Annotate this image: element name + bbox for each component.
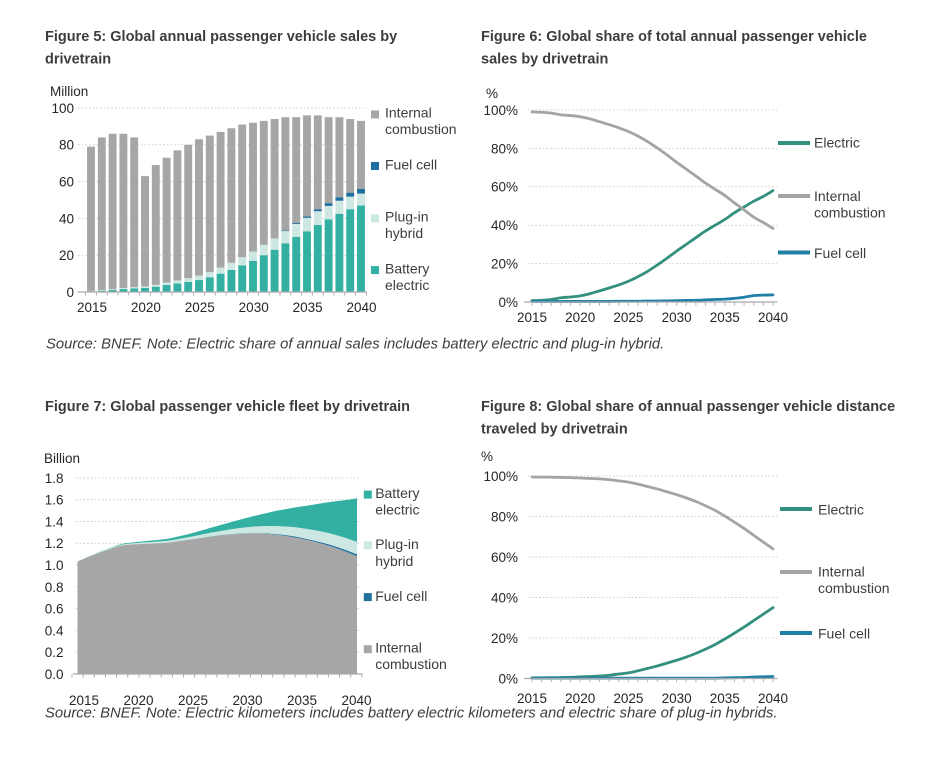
svg-text:40: 40 bbox=[59, 211, 74, 226]
svg-text:2015: 2015 bbox=[77, 300, 107, 315]
svg-text:Internal: Internal bbox=[375, 639, 422, 655]
svg-text:40%: 40% bbox=[491, 218, 518, 233]
svg-text:%: % bbox=[486, 86, 498, 101]
svg-text:Plug-in: Plug-in bbox=[385, 209, 429, 225]
svg-text:hybrid: hybrid bbox=[385, 225, 423, 241]
svg-text:0.8: 0.8 bbox=[45, 580, 64, 595]
svg-text:0.2: 0.2 bbox=[45, 645, 64, 660]
svg-text:20: 20 bbox=[59, 248, 74, 263]
svg-text:combustion: combustion bbox=[375, 656, 447, 672]
svg-text:Battery: Battery bbox=[375, 485, 419, 501]
svg-text:traveled by drivetrain: traveled by drivetrain bbox=[481, 422, 628, 438]
svg-text:Fuel cell: Fuel cell bbox=[375, 588, 427, 604]
svg-text:60%: 60% bbox=[491, 180, 518, 195]
svg-text:Fuel cell: Fuel cell bbox=[818, 625, 870, 641]
svg-text:sales by drivetrain: sales by drivetrain bbox=[481, 52, 608, 68]
svg-text:drivetrain: drivetrain bbox=[45, 52, 111, 68]
svg-text:electric: electric bbox=[375, 501, 419, 517]
svg-text:Internal: Internal bbox=[385, 105, 432, 121]
svg-text:2040: 2040 bbox=[758, 310, 788, 325]
svg-text:Fuel cell: Fuel cell bbox=[814, 245, 866, 261]
svg-text:0.0: 0.0 bbox=[45, 667, 64, 682]
svg-text:Source: BNEF. Note: Electric k: Source: BNEF. Note: Electric kilometers … bbox=[45, 706, 777, 722]
svg-text:Fuel cell: Fuel cell bbox=[385, 156, 437, 172]
svg-text:Figure 6: Global share of tota: Figure 6: Global share of total annual p… bbox=[481, 29, 867, 45]
svg-text:0%: 0% bbox=[498, 295, 518, 310]
svg-text:hybrid: hybrid bbox=[375, 553, 413, 569]
svg-text:2025: 2025 bbox=[613, 310, 643, 325]
svg-text:0: 0 bbox=[66, 285, 74, 300]
svg-text:Internal: Internal bbox=[818, 564, 865, 580]
svg-text:Figure 8: Global share of annu: Figure 8: Global share of annual passeng… bbox=[481, 399, 895, 415]
svg-text:2020: 2020 bbox=[131, 300, 161, 315]
svg-text:1.4: 1.4 bbox=[45, 514, 64, 529]
svg-text:2025: 2025 bbox=[185, 300, 215, 315]
svg-text:2035: 2035 bbox=[710, 310, 740, 325]
svg-text:Battery: Battery bbox=[385, 260, 429, 276]
svg-text:Million: Million bbox=[50, 84, 88, 99]
svg-text:Plug-in: Plug-in bbox=[375, 536, 419, 552]
svg-text:0%: 0% bbox=[498, 671, 518, 686]
svg-text:80%: 80% bbox=[491, 141, 518, 156]
svg-text:combustion: combustion bbox=[818, 580, 890, 596]
svg-text:Electric: Electric bbox=[818, 502, 864, 518]
svg-text:1.8: 1.8 bbox=[45, 471, 64, 486]
svg-text:60%: 60% bbox=[491, 550, 518, 565]
svg-text:2040: 2040 bbox=[758, 691, 788, 706]
svg-text:1.0: 1.0 bbox=[45, 558, 64, 573]
svg-text:combustion: combustion bbox=[385, 121, 457, 137]
svg-text:2015: 2015 bbox=[517, 310, 547, 325]
svg-text:2035: 2035 bbox=[293, 300, 323, 315]
svg-text:%: % bbox=[481, 449, 493, 464]
svg-text:Source: BNEF. Note: Electric s: Source: BNEF. Note: Electric share of an… bbox=[46, 337, 664, 353]
svg-text:80%: 80% bbox=[491, 509, 518, 524]
svg-text:2020: 2020 bbox=[565, 310, 595, 325]
svg-text:combustion: combustion bbox=[814, 205, 886, 221]
svg-text:Billion: Billion bbox=[44, 451, 80, 466]
svg-text:100: 100 bbox=[51, 101, 74, 116]
svg-text:2035: 2035 bbox=[710, 691, 740, 706]
svg-text:electric: electric bbox=[385, 277, 429, 293]
svg-text:2020: 2020 bbox=[565, 691, 595, 706]
svg-text:80: 80 bbox=[59, 138, 74, 153]
svg-text:2025: 2025 bbox=[613, 691, 643, 706]
svg-text:Figure 5: Global annual passen: Figure 5: Global annual passenger vehicl… bbox=[45, 29, 397, 45]
svg-text:Internal: Internal bbox=[814, 188, 861, 204]
svg-text:2030: 2030 bbox=[662, 310, 692, 325]
svg-text:Electric: Electric bbox=[814, 135, 860, 151]
svg-text:2015: 2015 bbox=[517, 691, 547, 706]
svg-text:2030: 2030 bbox=[662, 691, 692, 706]
svg-text:100%: 100% bbox=[483, 469, 518, 484]
svg-text:0.6: 0.6 bbox=[45, 602, 64, 617]
svg-text:0.4: 0.4 bbox=[45, 623, 64, 638]
svg-text:40%: 40% bbox=[491, 590, 518, 605]
svg-text:2030: 2030 bbox=[239, 300, 269, 315]
svg-text:1.2: 1.2 bbox=[45, 536, 64, 551]
svg-text:100%: 100% bbox=[483, 103, 518, 118]
svg-text:Figure 7: Global passenger veh: Figure 7: Global passenger vehicle fleet… bbox=[45, 399, 410, 415]
svg-text:60: 60 bbox=[59, 175, 74, 190]
svg-text:1.6: 1.6 bbox=[45, 493, 64, 508]
svg-text:20%: 20% bbox=[491, 257, 518, 272]
svg-text:2040: 2040 bbox=[346, 300, 376, 315]
svg-text:20%: 20% bbox=[491, 631, 518, 646]
